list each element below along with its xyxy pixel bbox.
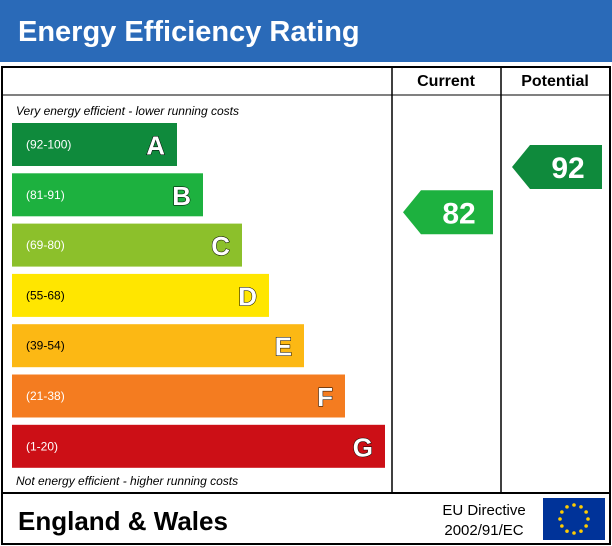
band-range-f: (21-38) bbox=[26, 389, 65, 403]
eu-flag-star bbox=[579, 505, 583, 509]
band-bar-f bbox=[12, 374, 345, 418]
current-column-header: Current bbox=[417, 73, 475, 90]
rating-bands: (92-100) A (81-91) B (69-80) C (55-68) D (39-54)… bbox=[12, 123, 385, 468]
band-range-b: (81-91) bbox=[26, 188, 65, 202]
band-letter-f: F bbox=[317, 382, 333, 412]
chart-frame bbox=[1, 66, 611, 545]
directive-line-2: 2002/91/EC bbox=[444, 522, 523, 539]
eu-flag-star bbox=[584, 524, 588, 528]
band-bar-c bbox=[12, 223, 242, 267]
region-label: England & Wales bbox=[18, 506, 228, 536]
title-bar bbox=[0, 0, 612, 62]
band-bar-d bbox=[12, 273, 269, 317]
eu-flag-star bbox=[579, 529, 583, 533]
potential-column-header: Potential bbox=[521, 73, 589, 90]
eu-flag-star bbox=[572, 531, 576, 535]
eu-flag-star bbox=[558, 517, 562, 521]
eu-flag-star bbox=[572, 503, 576, 507]
band-letter-c: C bbox=[211, 231, 230, 261]
eu-flag-star bbox=[560, 524, 564, 528]
band-letter-g: G bbox=[353, 432, 373, 462]
band-range-a: (92-100) bbox=[26, 138, 71, 152]
top-note: Very energy efficient - lower running co… bbox=[16, 104, 239, 118]
eu-flag-star bbox=[584, 510, 588, 514]
eu-flag-star bbox=[586, 517, 590, 521]
band-bar-b bbox=[12, 173, 203, 217]
band-letter-d: D bbox=[238, 281, 257, 311]
bottom-note: Not energy efficient - higher running co… bbox=[16, 474, 238, 488]
band-range-d: (55-68) bbox=[26, 288, 65, 302]
band-bar-a bbox=[12, 123, 177, 166]
directive-line-1: EU Directive bbox=[442, 502, 525, 519]
band-letter-b: B bbox=[172, 181, 191, 211]
band-bar-e bbox=[12, 324, 304, 368]
chart-title: Energy Efficiency Rating bbox=[18, 16, 360, 48]
rating-markers: 82 92 bbox=[403, 145, 602, 235]
eu-flag-star bbox=[565, 505, 569, 509]
eu-flag-star bbox=[560, 510, 564, 514]
potential-rating-score: 92 bbox=[551, 152, 584, 185]
current-rating-score: 82 bbox=[442, 197, 475, 230]
band-range-e: (39-54) bbox=[26, 339, 65, 353]
eu-flag-icon bbox=[543, 498, 605, 540]
band-letter-e: E bbox=[275, 332, 292, 362]
band-range-c: (69-80) bbox=[26, 238, 65, 252]
band-bar-g bbox=[12, 424, 385, 468]
current-rating-arrow bbox=[403, 190, 493, 235]
band-letter-a: A bbox=[146, 131, 165, 161]
band-range-g: (1-20) bbox=[26, 439, 58, 453]
eu-flag-star bbox=[565, 529, 569, 533]
potential-rating-arrow bbox=[512, 145, 602, 189]
